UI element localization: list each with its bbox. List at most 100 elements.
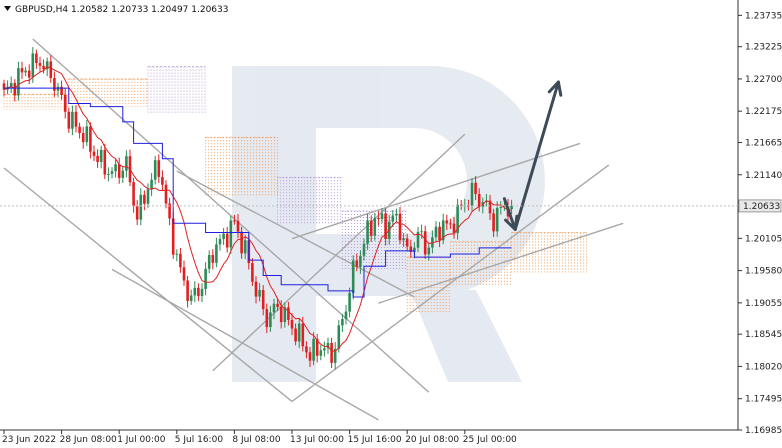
x-tick-label: 28 Jun 08:00 — [60, 435, 117, 445]
candle — [416, 226, 420, 253]
candle-body — [492, 213, 495, 232]
candle-body — [341, 319, 344, 326]
candle — [348, 287, 351, 318]
candle — [132, 177, 135, 213]
y-tick-label: 1.23735 — [745, 11, 782, 21]
candle — [434, 221, 438, 243]
candle — [438, 221, 441, 247]
candle — [441, 213, 445, 245]
candle-body — [488, 200, 492, 214]
candle — [110, 166, 114, 179]
candle — [200, 283, 204, 302]
candle — [17, 61, 20, 101]
candle-body — [438, 226, 441, 241]
candle-body — [452, 223, 456, 234]
candle-body — [60, 86, 63, 95]
candle-body — [211, 255, 215, 263]
candle — [139, 188, 143, 226]
candle-body — [398, 213, 402, 241]
candle-body — [272, 303, 276, 313]
candle-body — [416, 231, 420, 248]
candle-body — [333, 348, 337, 363]
x-tick-label: 25 Jul 00:00 — [463, 435, 517, 445]
candle — [373, 212, 377, 241]
candle-body — [265, 309, 269, 328]
candle-body — [67, 111, 71, 129]
candle — [409, 239, 413, 258]
candle — [276, 298, 279, 312]
trend-line — [111, 268, 379, 421]
candle-body — [89, 126, 92, 152]
candle — [164, 180, 168, 209]
candle-body — [344, 311, 348, 320]
forecast-arrows — [502, 80, 563, 231]
trend-line — [3, 167, 293, 402]
x-tick-label: 13 Jul 00:00 — [290, 435, 344, 445]
candle-body — [380, 213, 384, 220]
x-tick-label: 5 Jul 16:00 — [175, 435, 224, 445]
candle-body — [355, 260, 359, 268]
y-tick-label: 1.18020 — [745, 362, 782, 372]
y-tick-label: 1.22175 — [745, 107, 782, 117]
candle-body — [157, 160, 161, 177]
candle-body — [499, 206, 503, 208]
candle-body — [56, 86, 60, 91]
candle — [60, 80, 63, 100]
candle — [182, 260, 186, 286]
candle-body — [243, 240, 247, 254]
price-tag-box — [738, 199, 782, 213]
candle — [56, 82, 60, 97]
candle — [499, 201, 503, 215]
candle-body — [31, 53, 35, 78]
candle-body — [153, 160, 157, 180]
forecast-arrow-head — [547, 80, 563, 97]
candle — [283, 302, 287, 328]
candle-body — [456, 204, 459, 234]
y-tick-label: 1.17495 — [745, 395, 782, 405]
candle — [125, 150, 128, 178]
candle — [189, 289, 193, 305]
candle — [355, 253, 359, 272]
candle — [114, 158, 117, 178]
candle — [236, 214, 240, 239]
candle — [337, 320, 341, 353]
candle — [146, 183, 150, 208]
forecast-arrow-shaft — [513, 80, 560, 231]
candle-body — [369, 220, 373, 236]
candle-body — [182, 267, 186, 281]
candle-body — [384, 213, 387, 239]
candle-body — [9, 82, 13, 87]
candle — [85, 119, 89, 146]
candle-body — [312, 338, 315, 361]
candle — [222, 227, 225, 245]
candle — [323, 341, 326, 357]
candle-body — [409, 246, 413, 252]
candle — [96, 149, 99, 168]
candle-body — [17, 68, 20, 96]
candle — [445, 214, 449, 231]
candle — [254, 276, 258, 304]
candle-body — [301, 323, 305, 347]
candle-body — [351, 260, 355, 293]
candle-body — [193, 287, 197, 296]
candle-body — [305, 346, 308, 353]
candle-body — [510, 205, 513, 210]
candle-body — [218, 239, 222, 245]
candle-body — [168, 203, 171, 219]
candle-body — [279, 307, 283, 323]
candle-body — [276, 303, 279, 308]
candle-body — [135, 206, 139, 220]
y-axis-ticks: 1.23735 1.23225 1.22700 1.22175 1.21665 1.211… — [738, 11, 782, 436]
symbol-dropdown-icon[interactable] — [4, 6, 11, 11]
candle — [175, 249, 179, 262]
candle-body — [81, 133, 85, 143]
candle-body — [405, 238, 409, 247]
y-tick-label: 1.16985 — [745, 426, 782, 436]
candle-body — [323, 348, 326, 351]
tenkan-sen-line — [3, 66, 512, 352]
watermark-r-logo — [232, 66, 545, 382]
candle — [398, 206, 402, 245]
candle-body — [359, 255, 362, 268]
candle-body — [337, 325, 341, 349]
